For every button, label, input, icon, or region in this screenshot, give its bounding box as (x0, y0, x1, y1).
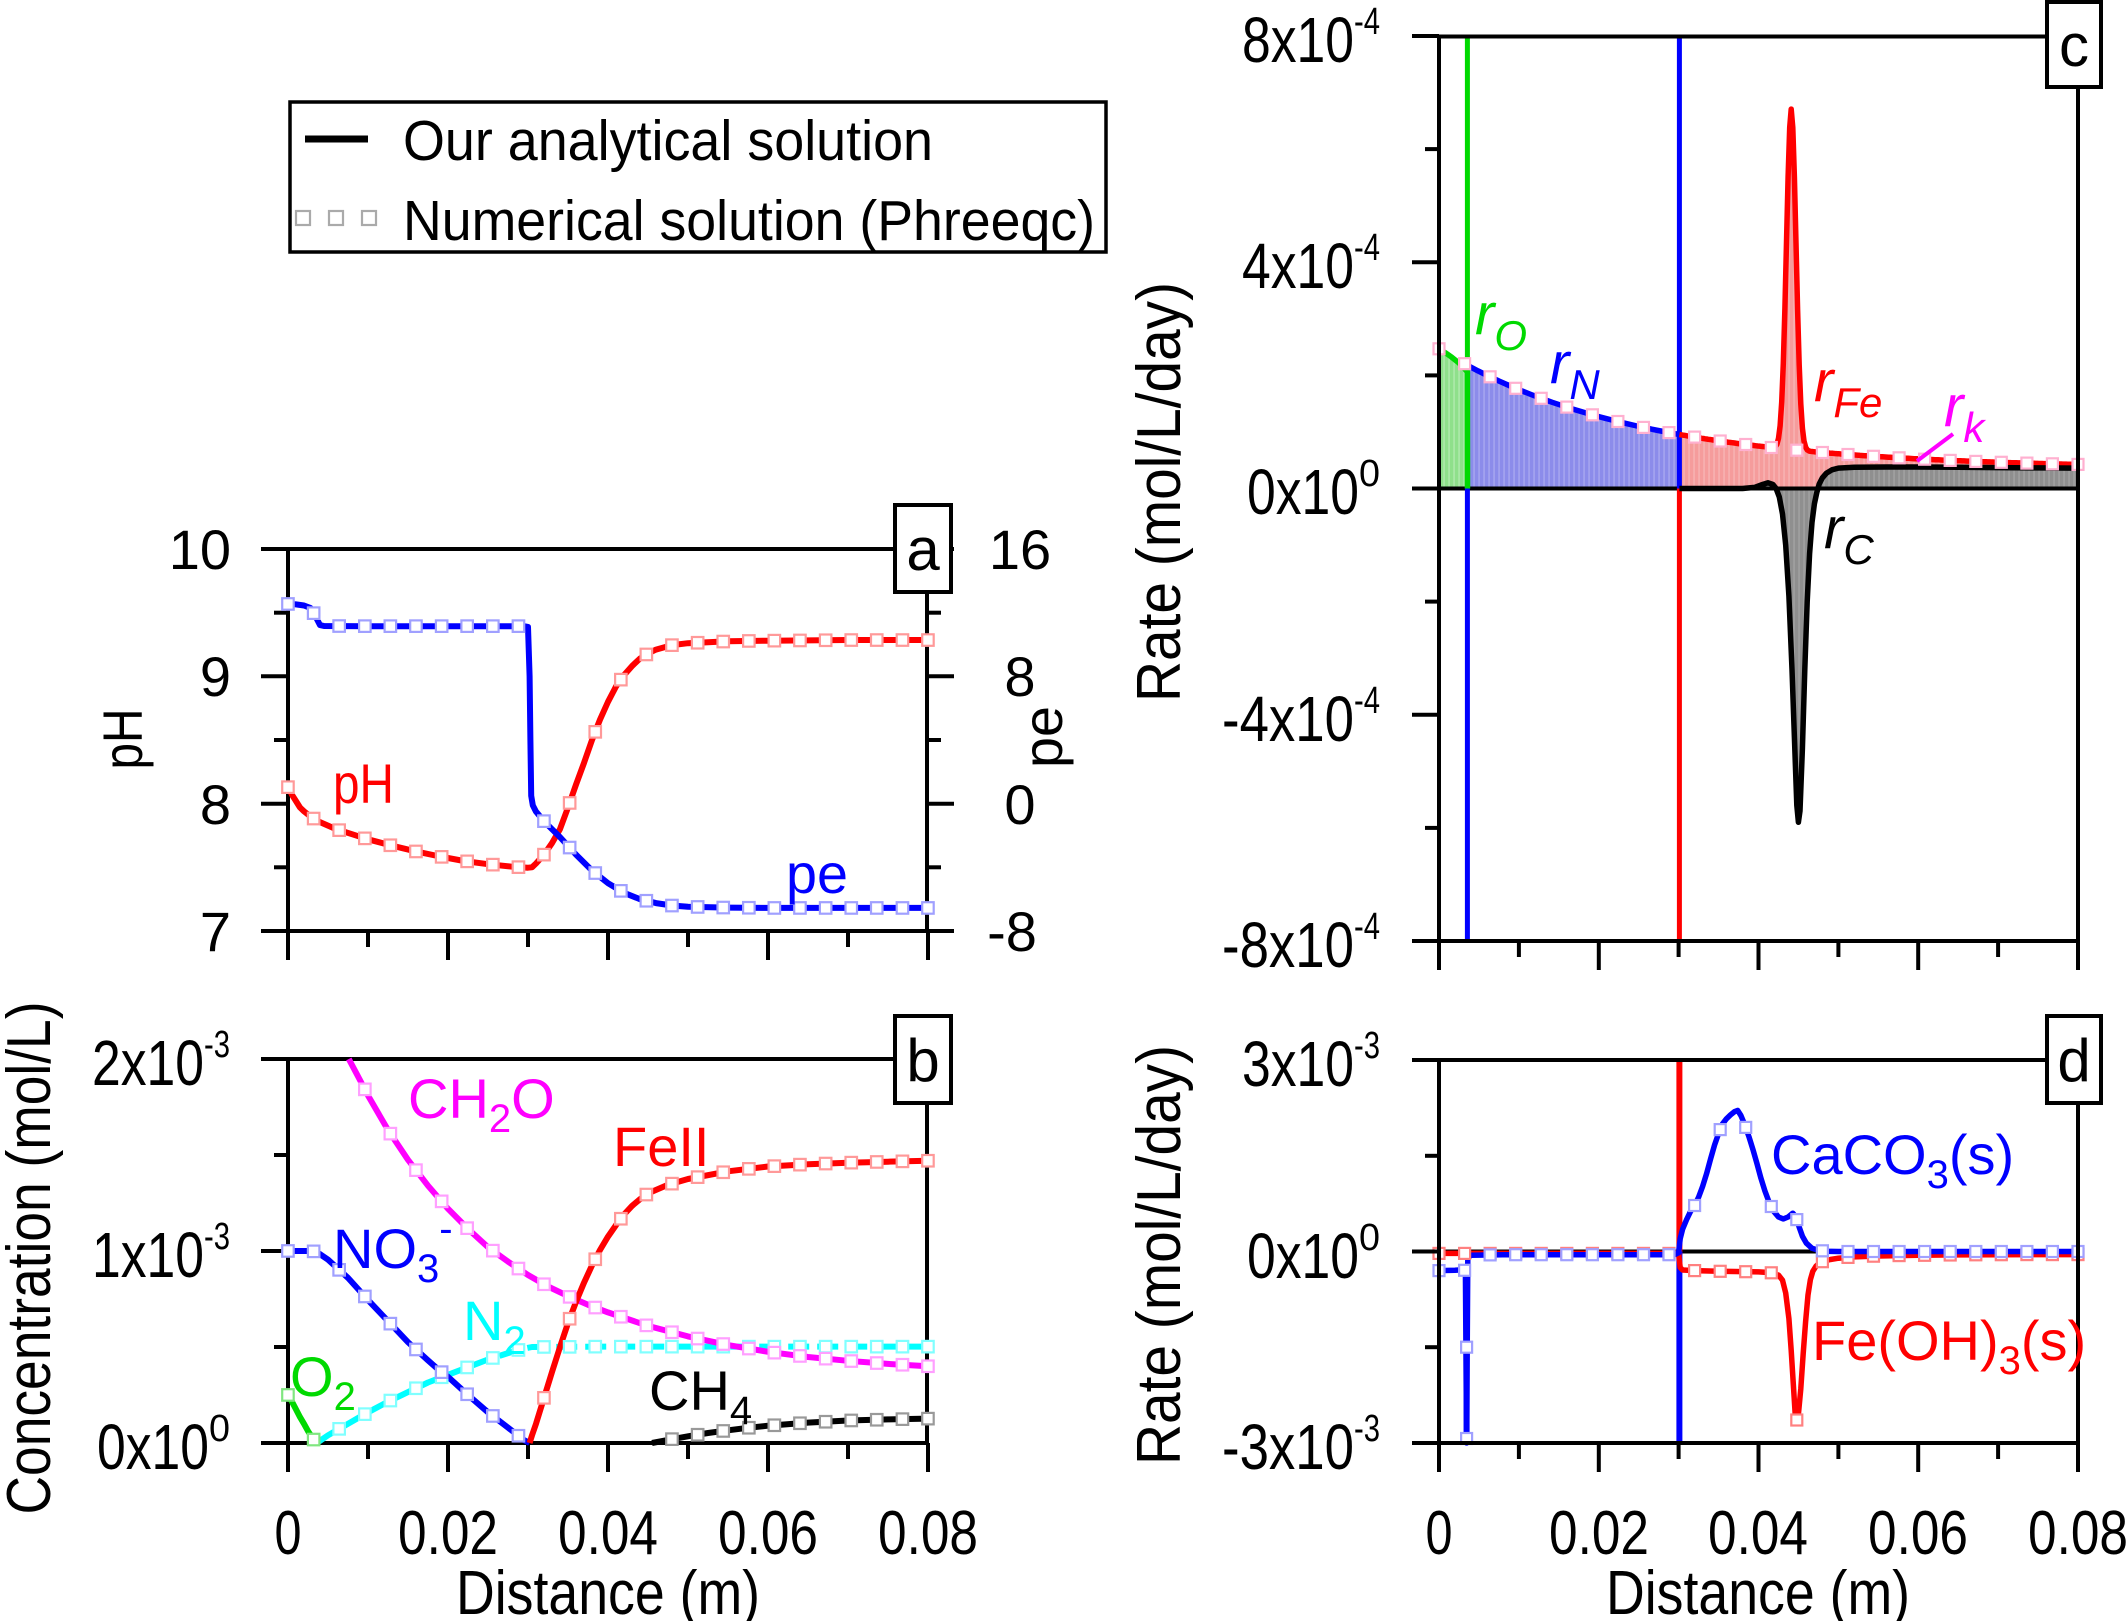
svg-text:9: 9 (200, 645, 231, 708)
svg-text:3x10: 3x10 (1242, 1028, 1354, 1100)
svg-text:-3: -3 (204, 1216, 230, 1258)
svg-text:0: 0 (209, 1408, 230, 1450)
svg-text:4x10: 4x10 (1242, 230, 1354, 302)
svg-text:-8x10: -8x10 (1222, 909, 1354, 981)
svg-text:Numerical solution (Phreeqc): Numerical solution (Phreeqc) (403, 189, 1095, 253)
svg-text:0x10: 0x10 (1247, 456, 1359, 528)
svg-text:pH: pH (333, 752, 394, 815)
svg-text:0.06: 0.06 (718, 1499, 818, 1568)
svg-text:Fe(OH)3(s): Fe(OH)3(s) (1812, 1309, 2086, 1383)
svg-text:-4: -4 (1354, 1, 1380, 43)
svg-text:pH: pH (91, 709, 154, 770)
svg-text:0: 0 (275, 1499, 302, 1568)
svg-text:10: 10 (169, 518, 231, 581)
svg-text:0.02: 0.02 (398, 1499, 498, 1568)
svg-text:c: c (2059, 12, 2089, 79)
svg-text:0: 0 (1359, 1217, 1380, 1259)
svg-text:8: 8 (200, 773, 231, 836)
svg-text:-4x10: -4x10 (1222, 683, 1354, 755)
svg-text:-3: -3 (1354, 1408, 1380, 1450)
svg-text:d: d (2057, 1027, 2090, 1094)
svg-text:8x10: 8x10 (1242, 4, 1354, 76)
svg-text:Rate (mol/L/day): Rate (mol/L/day) (1125, 282, 1194, 702)
svg-text:0: 0 (1004, 773, 1035, 836)
svg-text:0: 0 (1359, 453, 1380, 495)
svg-text:-3: -3 (204, 1024, 230, 1066)
svg-text:0: 0 (1426, 1499, 1453, 1568)
svg-text:0.04: 0.04 (1708, 1499, 1808, 1568)
svg-text:1x10: 1x10 (92, 1219, 204, 1291)
svg-text:8: 8 (1004, 645, 1035, 708)
svg-text:-3: -3 (1354, 1025, 1380, 1067)
svg-text:CH2O: CH2O (408, 1067, 555, 1141)
svg-text:FeII: FeII (613, 1115, 709, 1178)
svg-text:-3x10: -3x10 (1222, 1411, 1354, 1483)
svg-text:Distance (m): Distance (m) (456, 1559, 760, 1621)
svg-text:b: b (906, 1027, 939, 1094)
svg-text:0.08: 0.08 (2028, 1499, 2128, 1568)
svg-text:16: 16 (989, 518, 1051, 581)
svg-text:Rate (mol/L/day): Rate (mol/L/day) (1125, 1045, 1194, 1465)
svg-text:0.06: 0.06 (1868, 1499, 1968, 1568)
svg-text:-4: -4 (1354, 227, 1380, 269)
svg-text:pe: pe (786, 842, 848, 905)
svg-text:a: a (906, 516, 940, 583)
svg-text:Distance (m): Distance (m) (1606, 1559, 1910, 1621)
svg-text:Our analytical solution: Our analytical solution (403, 109, 933, 173)
svg-text:-4: -4 (1354, 680, 1380, 722)
svg-text:0x10: 0x10 (1247, 1220, 1359, 1292)
svg-text:Concentration (mol/L): Concentration (mol/L) (0, 1002, 64, 1515)
svg-text:0.02: 0.02 (1549, 1499, 1649, 1568)
svg-text:-8: -8 (987, 900, 1037, 963)
svg-text:0x10: 0x10 (97, 1411, 209, 1483)
svg-text:2x10: 2x10 (92, 1027, 204, 1099)
svg-text:0.08: 0.08 (878, 1499, 978, 1568)
svg-text:-4: -4 (1354, 906, 1380, 948)
svg-text:CaCO3(s): CaCO3(s) (1771, 1123, 2014, 1197)
svg-text:7: 7 (200, 900, 231, 963)
svg-text:pe: pe (1011, 706, 1074, 768)
svg-text:0.04: 0.04 (558, 1499, 658, 1568)
